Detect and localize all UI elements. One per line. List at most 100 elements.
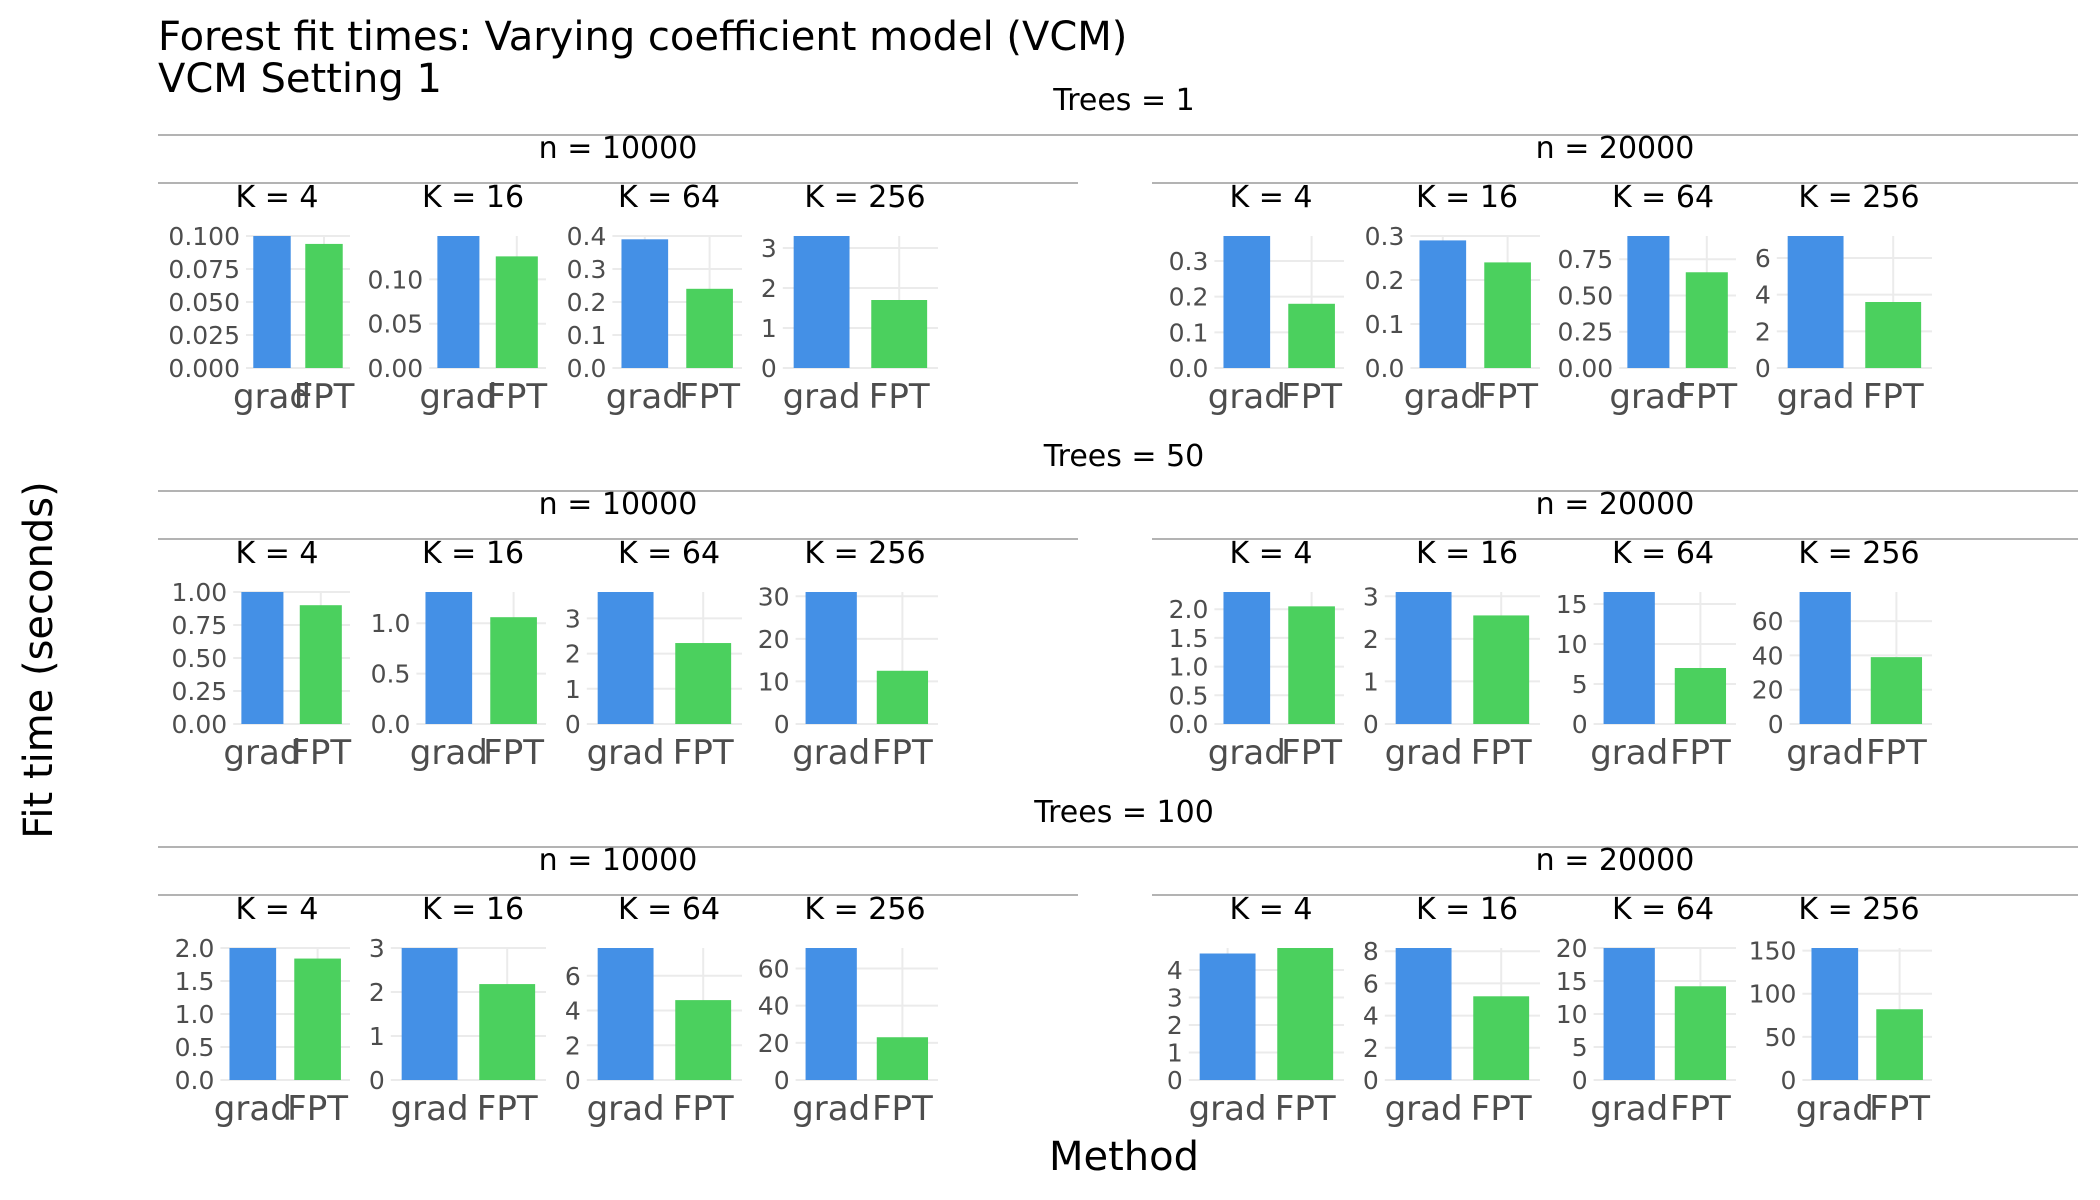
bar-grad	[597, 948, 654, 1080]
y-tick-label: 15	[1556, 590, 1588, 619]
y-tick-label: 3	[1167, 984, 1183, 1013]
bar-FPT	[1674, 668, 1727, 724]
n-strip-label: n = 10000	[539, 843, 698, 878]
y-tick-label: 0.75	[172, 611, 228, 640]
y-tick-label: 15	[1556, 967, 1588, 996]
x-tick-label: grad	[792, 733, 870, 773]
k-strip-label: K = 256	[804, 180, 925, 215]
x-tick-label: grad	[1404, 377, 1482, 417]
k-strip-label: K = 256	[1798, 536, 1919, 571]
y-tick-label: 0.75	[1558, 245, 1614, 274]
y-tick-label: 20	[1556, 934, 1588, 963]
y-tick-label: 0	[761, 354, 777, 383]
x-tick-label: FPT	[1670, 733, 1731, 773]
k-strip-label: K = 16	[1416, 536, 1518, 571]
x-tick-label: FPT	[1471, 1089, 1532, 1129]
x-tick-label: grad	[1208, 733, 1286, 773]
y-tick-label: 10	[1556, 1000, 1588, 1029]
x-tick-label: grad	[1208, 377, 1286, 417]
y-tick-label: 50	[1765, 1023, 1797, 1052]
bar-FPT	[1288, 303, 1335, 368]
x-tick-label: FPT	[1281, 733, 1342, 773]
trees-strip-label: Trees = 1	[1052, 83, 1194, 118]
y-tick-label: 0.5	[175, 1033, 215, 1062]
bar-FPT	[1674, 986, 1727, 1080]
bar-FPT	[876, 1037, 929, 1080]
y-tick-label: 2	[1167, 1011, 1183, 1040]
y-tick-label: 0	[1572, 710, 1588, 739]
bar-grad	[597, 592, 654, 724]
y-tick-label: 6	[1755, 244, 1771, 273]
x-tick-label: FPT	[872, 733, 933, 773]
y-tick-label: 10	[758, 667, 790, 696]
bar-grad	[1811, 948, 1859, 1080]
y-tick-label: 2	[565, 1031, 581, 1060]
k-strip-label: K = 256	[804, 536, 925, 571]
facet-panel: K = 64 0 2 4 6 grad FPT	[565, 892, 742, 1129]
y-tick-label: 0.00	[172, 710, 228, 739]
x-tick-label: grad	[587, 1089, 665, 1129]
x-tick-label: grad	[410, 733, 488, 773]
k-strip-label: K = 4	[1230, 180, 1313, 215]
y-tick-label: 8	[1363, 937, 1379, 966]
bar-grad	[241, 592, 284, 724]
y-tick-label: 0.1	[1169, 318, 1209, 347]
bar-grad	[1223, 592, 1271, 724]
bar-grad	[229, 948, 277, 1080]
y-tick-label: 1.5	[175, 967, 215, 996]
y-tick-label: 0.3	[567, 255, 607, 284]
bar-FPT	[1484, 262, 1531, 368]
bar-FPT	[490, 617, 537, 724]
k-strip-label: K = 256	[804, 892, 925, 927]
bar-FPT	[675, 1000, 732, 1080]
facet-panel: K = 256 0 20 40 60 grad FPT	[758, 892, 938, 1129]
y-tick-label: 0	[774, 1066, 790, 1095]
y-tick-label: 2.0	[1169, 595, 1209, 624]
k-strip-label: K = 4	[236, 536, 319, 571]
x-tick-label: FPT	[290, 733, 351, 773]
y-tick-label: 0.0	[567, 354, 607, 383]
x-tick-label: grad	[792, 1089, 870, 1129]
x-tick-label: grad	[606, 377, 684, 417]
x-tick-label: FPT	[869, 377, 930, 417]
y-tick-label: 6	[1363, 969, 1379, 998]
y-tick-label: 2	[565, 640, 581, 669]
y-tick-label: 0.0	[1169, 710, 1209, 739]
y-tick-label: 0.000	[168, 354, 240, 383]
bar-FPT	[871, 300, 928, 368]
y-tick-label: 0.2	[567, 288, 607, 317]
y-tick-label: 0	[1780, 1066, 1796, 1095]
bar-FPT	[305, 243, 343, 368]
y-tick-label: 10	[1556, 630, 1588, 659]
y-tick-label: 0.5	[371, 660, 411, 689]
y-tick-label: 0.05	[368, 310, 424, 339]
y-tick-label: 2	[369, 978, 385, 1007]
y-tick-label: 0.2	[1365, 266, 1405, 295]
x-tick-label: grad	[214, 1089, 292, 1129]
y-tick-label: 4	[1755, 281, 1771, 310]
y-tick-label: 0.5	[1169, 681, 1209, 710]
y-tick-label: 0.075	[168, 255, 240, 284]
x-tick-label: FPT	[673, 1089, 734, 1129]
y-tick-label: 1	[1167, 1039, 1183, 1068]
y-tick-label: 0	[774, 710, 790, 739]
bar-grad	[1419, 240, 1467, 368]
n-strip-label: n = 20000	[1536, 487, 1695, 522]
x-tick-label: FPT	[872, 1089, 933, 1129]
k-strip-label: K = 4	[236, 180, 319, 215]
y-tick-label: 40	[758, 992, 790, 1021]
bar-grad	[1603, 592, 1655, 724]
y-tick-label: 0	[1167, 1066, 1183, 1095]
y-tick-label: 4	[565, 997, 581, 1026]
bar-FPT	[1288, 606, 1335, 724]
x-tick-label: grad	[1777, 377, 1855, 417]
k-strip-label: K = 16	[1416, 180, 1518, 215]
x-tick-label: grad	[1796, 1089, 1874, 1129]
y-tick-label: 0.3	[1169, 247, 1209, 276]
